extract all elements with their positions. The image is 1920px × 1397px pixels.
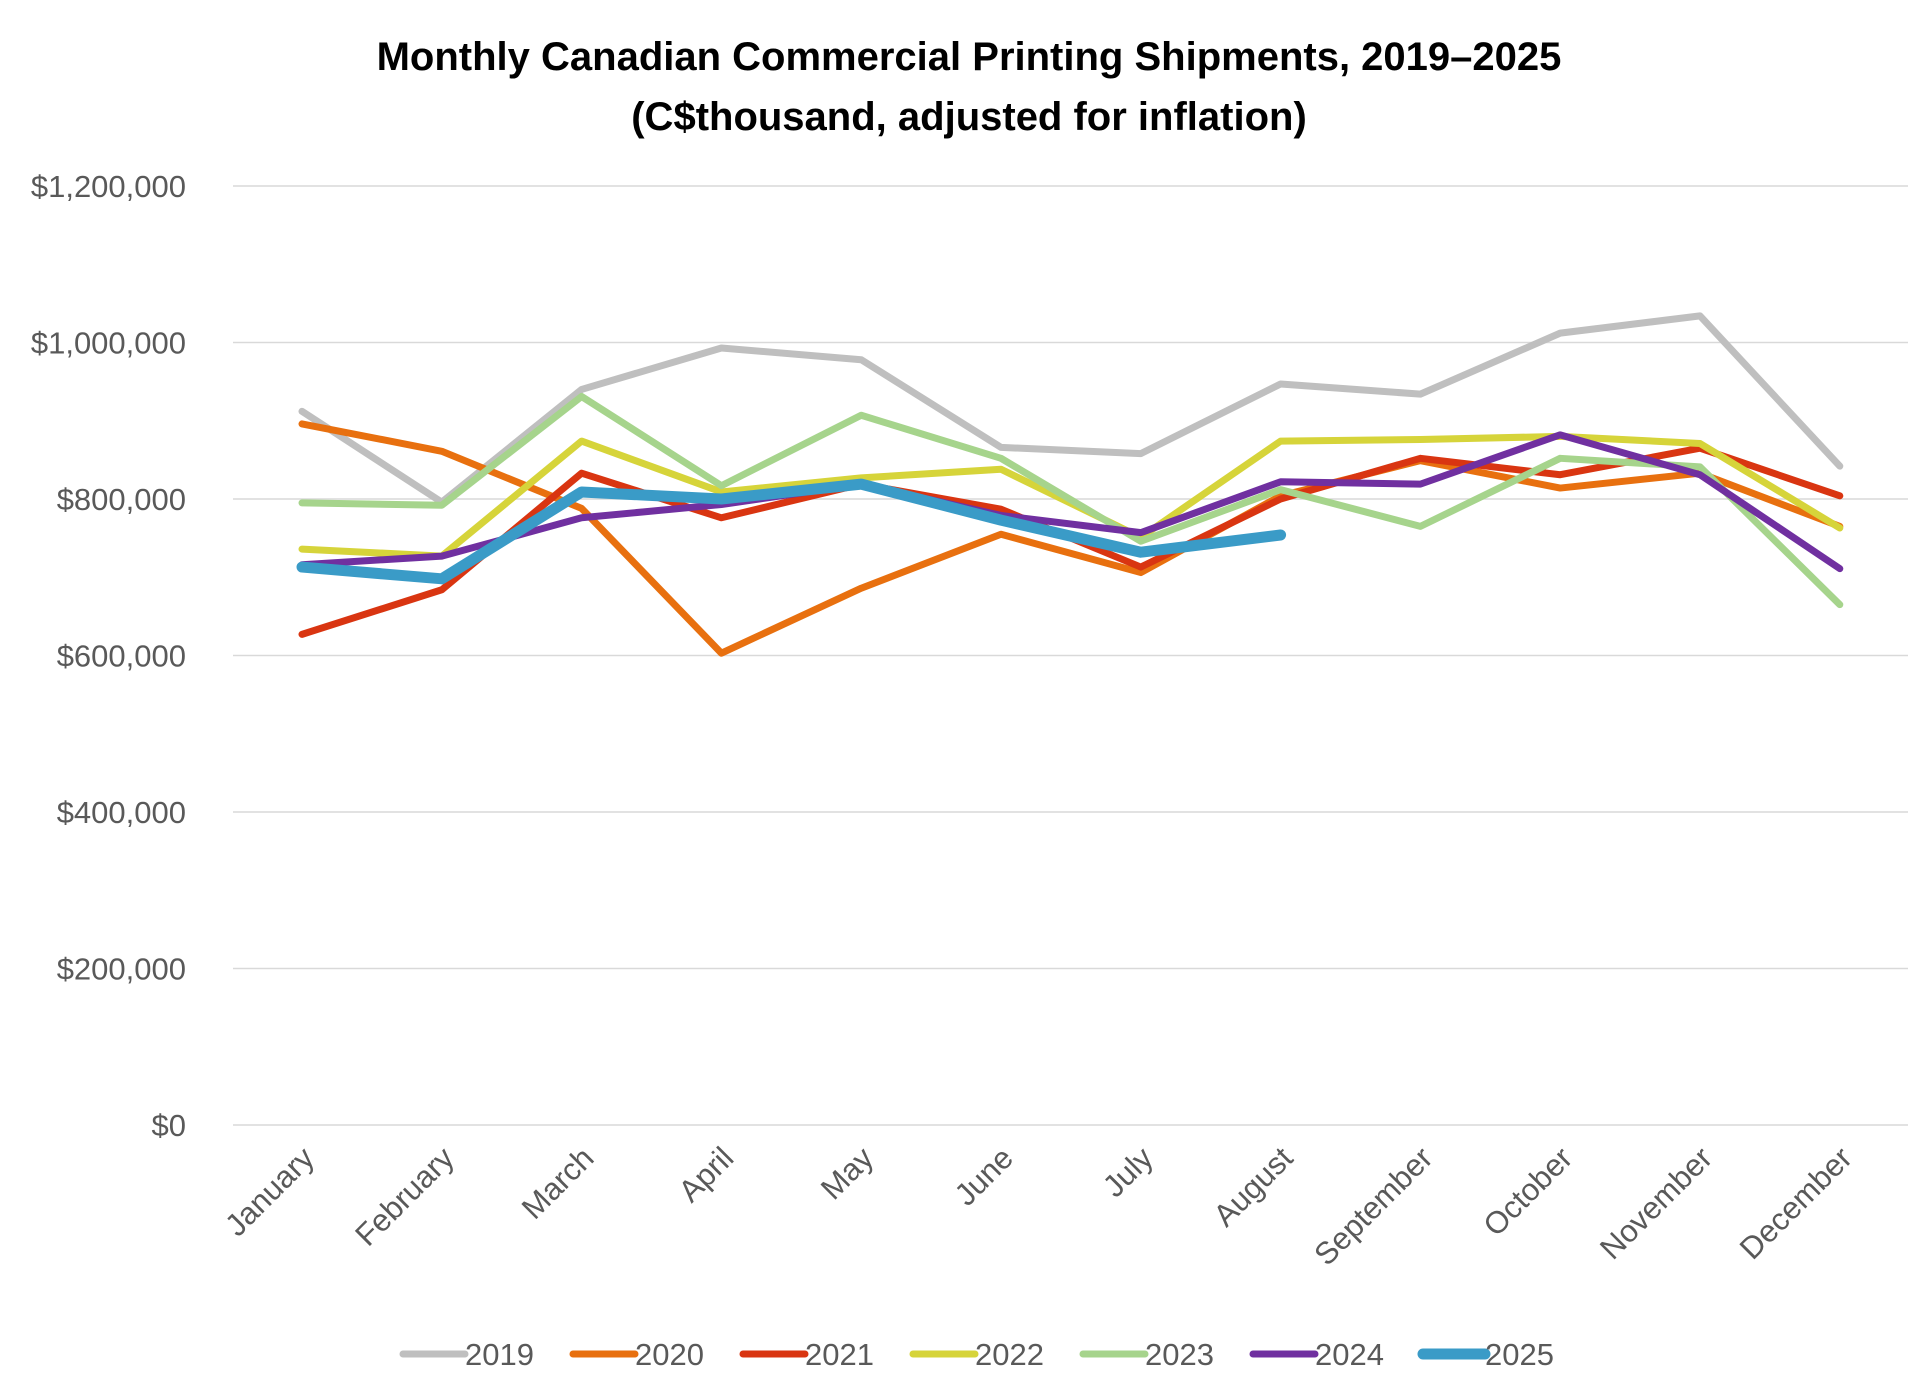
series-line-2024 xyxy=(298,431,1844,573)
chart-title: Monthly Canadian Commercial Printing Shi… xyxy=(377,35,1562,79)
x-axis-ticks: January February March April May June July Augu… xyxy=(218,1140,1859,1272)
legend-label: 2022 xyxy=(975,1337,1044,1372)
gridlines xyxy=(233,185,1908,1126)
chart-subtitle: (C$thousand, adjusted for inflation) xyxy=(631,95,1307,139)
legend-label: 2019 xyxy=(465,1337,534,1372)
legend-label: 2023 xyxy=(1145,1337,1214,1372)
series-line-2023 xyxy=(298,392,1844,609)
legend-label: 2025 xyxy=(1485,1337,1554,1372)
series-line-2020 xyxy=(298,420,1844,657)
series-lines xyxy=(296,312,1844,657)
x-tick-label: September xyxy=(1307,1140,1439,1272)
y-tick-label: $1,000,000 xyxy=(31,326,186,361)
x-tick-label: August xyxy=(1207,1140,1300,1233)
x-tick-label: October xyxy=(1476,1140,1579,1243)
x-tick-label: December xyxy=(1733,1140,1859,1266)
x-tick-label: March xyxy=(515,1140,601,1226)
y-tick-label: $0 xyxy=(152,1108,186,1143)
series-line-2019 xyxy=(298,312,1844,506)
series-line-2025 xyxy=(296,478,1287,585)
x-tick-label: May xyxy=(814,1140,881,1207)
y-axis-ticks: $0 $200,000 $400,000 $600,000 $800,000 $1,000… xyxy=(31,169,186,1143)
y-tick-label: $1,200,000 xyxy=(31,169,186,204)
y-tick-label: $400,000 xyxy=(57,795,186,830)
x-tick-label: January xyxy=(218,1140,321,1243)
x-tick-label: April xyxy=(672,1140,741,1209)
y-tick-label: $600,000 xyxy=(57,639,186,674)
x-tick-label: November xyxy=(1593,1140,1719,1266)
legend-label: 2020 xyxy=(635,1337,704,1372)
y-tick-label: $200,000 xyxy=(57,952,186,987)
x-tick-label: June xyxy=(948,1140,1020,1212)
legend-label: 2021 xyxy=(805,1337,874,1372)
legend-label: 2024 xyxy=(1315,1337,1384,1372)
y-tick-label: $800,000 xyxy=(57,482,186,517)
legend: 2019 2020 2021 2022 2023 2024 2025 xyxy=(399,1337,1554,1372)
x-tick-label: February xyxy=(348,1140,461,1253)
x-tick-label: July xyxy=(1096,1140,1160,1204)
